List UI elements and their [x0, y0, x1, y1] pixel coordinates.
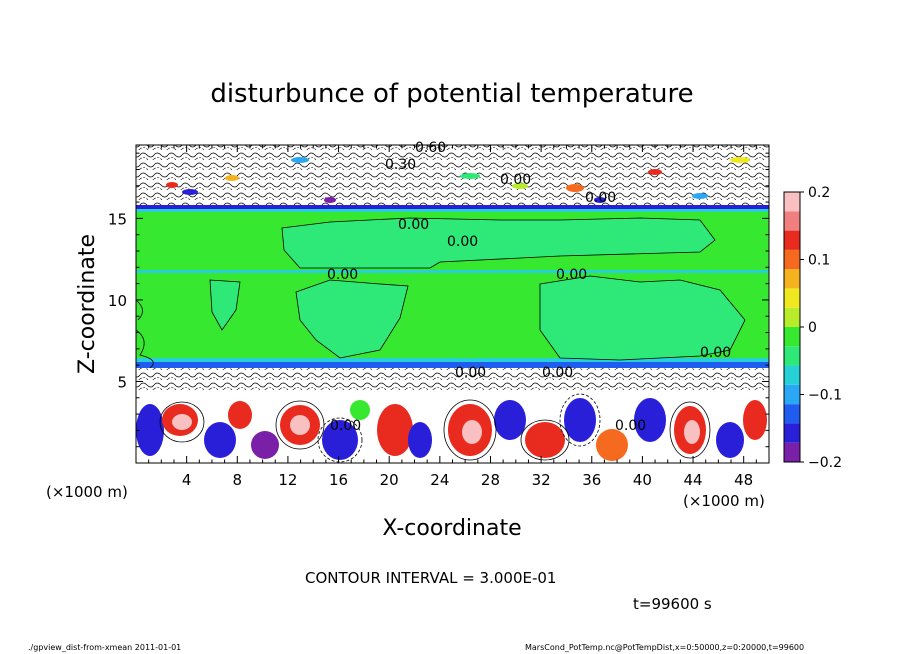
- lower-negative-strip: [136, 362, 769, 368]
- contour-label: 0.00: [500, 172, 531, 188]
- lower-color-cells: [136, 398, 767, 461]
- x-axis-unit-left: (×1000 m): [46, 483, 128, 501]
- colorbar-swatch: [784, 365, 800, 385]
- contour-label: 0.00: [447, 234, 478, 250]
- contour-label: 0.60: [415, 140, 446, 156]
- x-tick-label: 48: [734, 471, 753, 489]
- x-axis: 4 8 12 16 20 24 28 32 36 40 44 48: [148, 145, 757, 489]
- x-tick-label: 20: [380, 471, 399, 489]
- y-tick-label: 15: [108, 210, 127, 228]
- colorbar-swatch: [784, 192, 800, 212]
- colorbar-swatch: [784, 249, 800, 270]
- lower-contour-band: [136, 368, 769, 390]
- y-axis-title: Z-coordinate: [75, 234, 100, 374]
- x-tick-label: 40: [633, 471, 652, 489]
- contour-label: 0.00: [615, 418, 646, 434]
- x-tick-label: 36: [582, 471, 601, 489]
- contour-label: 0.00: [327, 267, 358, 283]
- plot-area: [136, 145, 769, 463]
- colorbar-tick-label: −0.1: [808, 388, 842, 404]
- x-tick-label: 8: [233, 471, 243, 489]
- upper-contour-band: [136, 145, 769, 208]
- colorbar-swatch: [784, 307, 800, 327]
- upper-negative-strip: [136, 205, 769, 209]
- contour-label: 0.00: [542, 365, 573, 381]
- colorbar-tick-label: 0.1: [808, 253, 830, 269]
- colorbar-swatch: [784, 327, 800, 347]
- colorbar-swatch: [784, 404, 800, 424]
- colorbar-swatch: [784, 346, 800, 366]
- footer-data-source: MarsCond_PotTemp.nc@PotTempDist,x=0:5000…: [525, 643, 805, 652]
- colorbar-swatch: [784, 269, 800, 289]
- mid-cyan-line: [136, 270, 769, 273]
- contour-label: 0.00: [455, 365, 486, 381]
- footer-script-name: ./gpview_dist-from-xmean 2011-01-01: [28, 643, 182, 652]
- upper-color-specks: [166, 157, 750, 203]
- lower-cyan-strip: [136, 358, 769, 363]
- x-tick-label: 28: [481, 471, 500, 489]
- x-axis-title: X-coordinate: [382, 516, 521, 541]
- x-tick-label: 44: [683, 471, 702, 489]
- contour-interval-text: CONTOUR INTERVAL = 3.000E-01: [305, 569, 556, 587]
- contour-label: 0.00: [700, 345, 731, 361]
- y-axis: 5 10 15: [108, 152, 769, 448]
- colorbar: 0.2 0.1 0 −0.1 −0.2: [783, 185, 842, 471]
- colorbar-swatch: [784, 288, 800, 308]
- y-tick-label: 10: [108, 292, 127, 310]
- upper-cyan-strip: [136, 209, 769, 212]
- lower-contours: [159, 393, 711, 463]
- x-tick-label: 16: [329, 471, 348, 489]
- colorbar-swatch: [784, 384, 800, 405]
- x-tick-label: 4: [182, 471, 192, 489]
- contour-label: 0.00: [585, 190, 616, 206]
- left-edge-contours: [136, 299, 154, 369]
- contour-label: 0.30: [385, 157, 416, 173]
- x-tick-label: 24: [430, 471, 449, 489]
- x-axis-unit-right: (×1000 m): [683, 492, 765, 510]
- contour-labels: 0.60 0.30 0.00 0.00 0.00 0.00 0.00 0.00 …: [327, 140, 731, 434]
- colorbar-tick-label: 0: [808, 320, 817, 336]
- x-tick-label: 12: [278, 471, 297, 489]
- colorbar-swatch: [784, 423, 800, 443]
- contour-label: 0.00: [398, 217, 429, 233]
- colorbar-tick-label: −0.2: [808, 455, 842, 471]
- time-label: t=99600 s: [633, 595, 712, 613]
- colorbar-swatch: [784, 442, 800, 462]
- contour-label: 0.00: [330, 418, 361, 434]
- green-patches: [209, 217, 746, 361]
- x-tick-label: 32: [532, 471, 551, 489]
- colorbar-swatch: [784, 211, 800, 231]
- contour-label: 0.00: [556, 267, 587, 283]
- colorbar-tick-label: 0.2: [808, 185, 830, 201]
- colorbar-swatch: [784, 230, 800, 250]
- y-tick-label: 5: [117, 373, 127, 391]
- chart-title: disturbunce of potential temperature: [210, 79, 693, 109]
